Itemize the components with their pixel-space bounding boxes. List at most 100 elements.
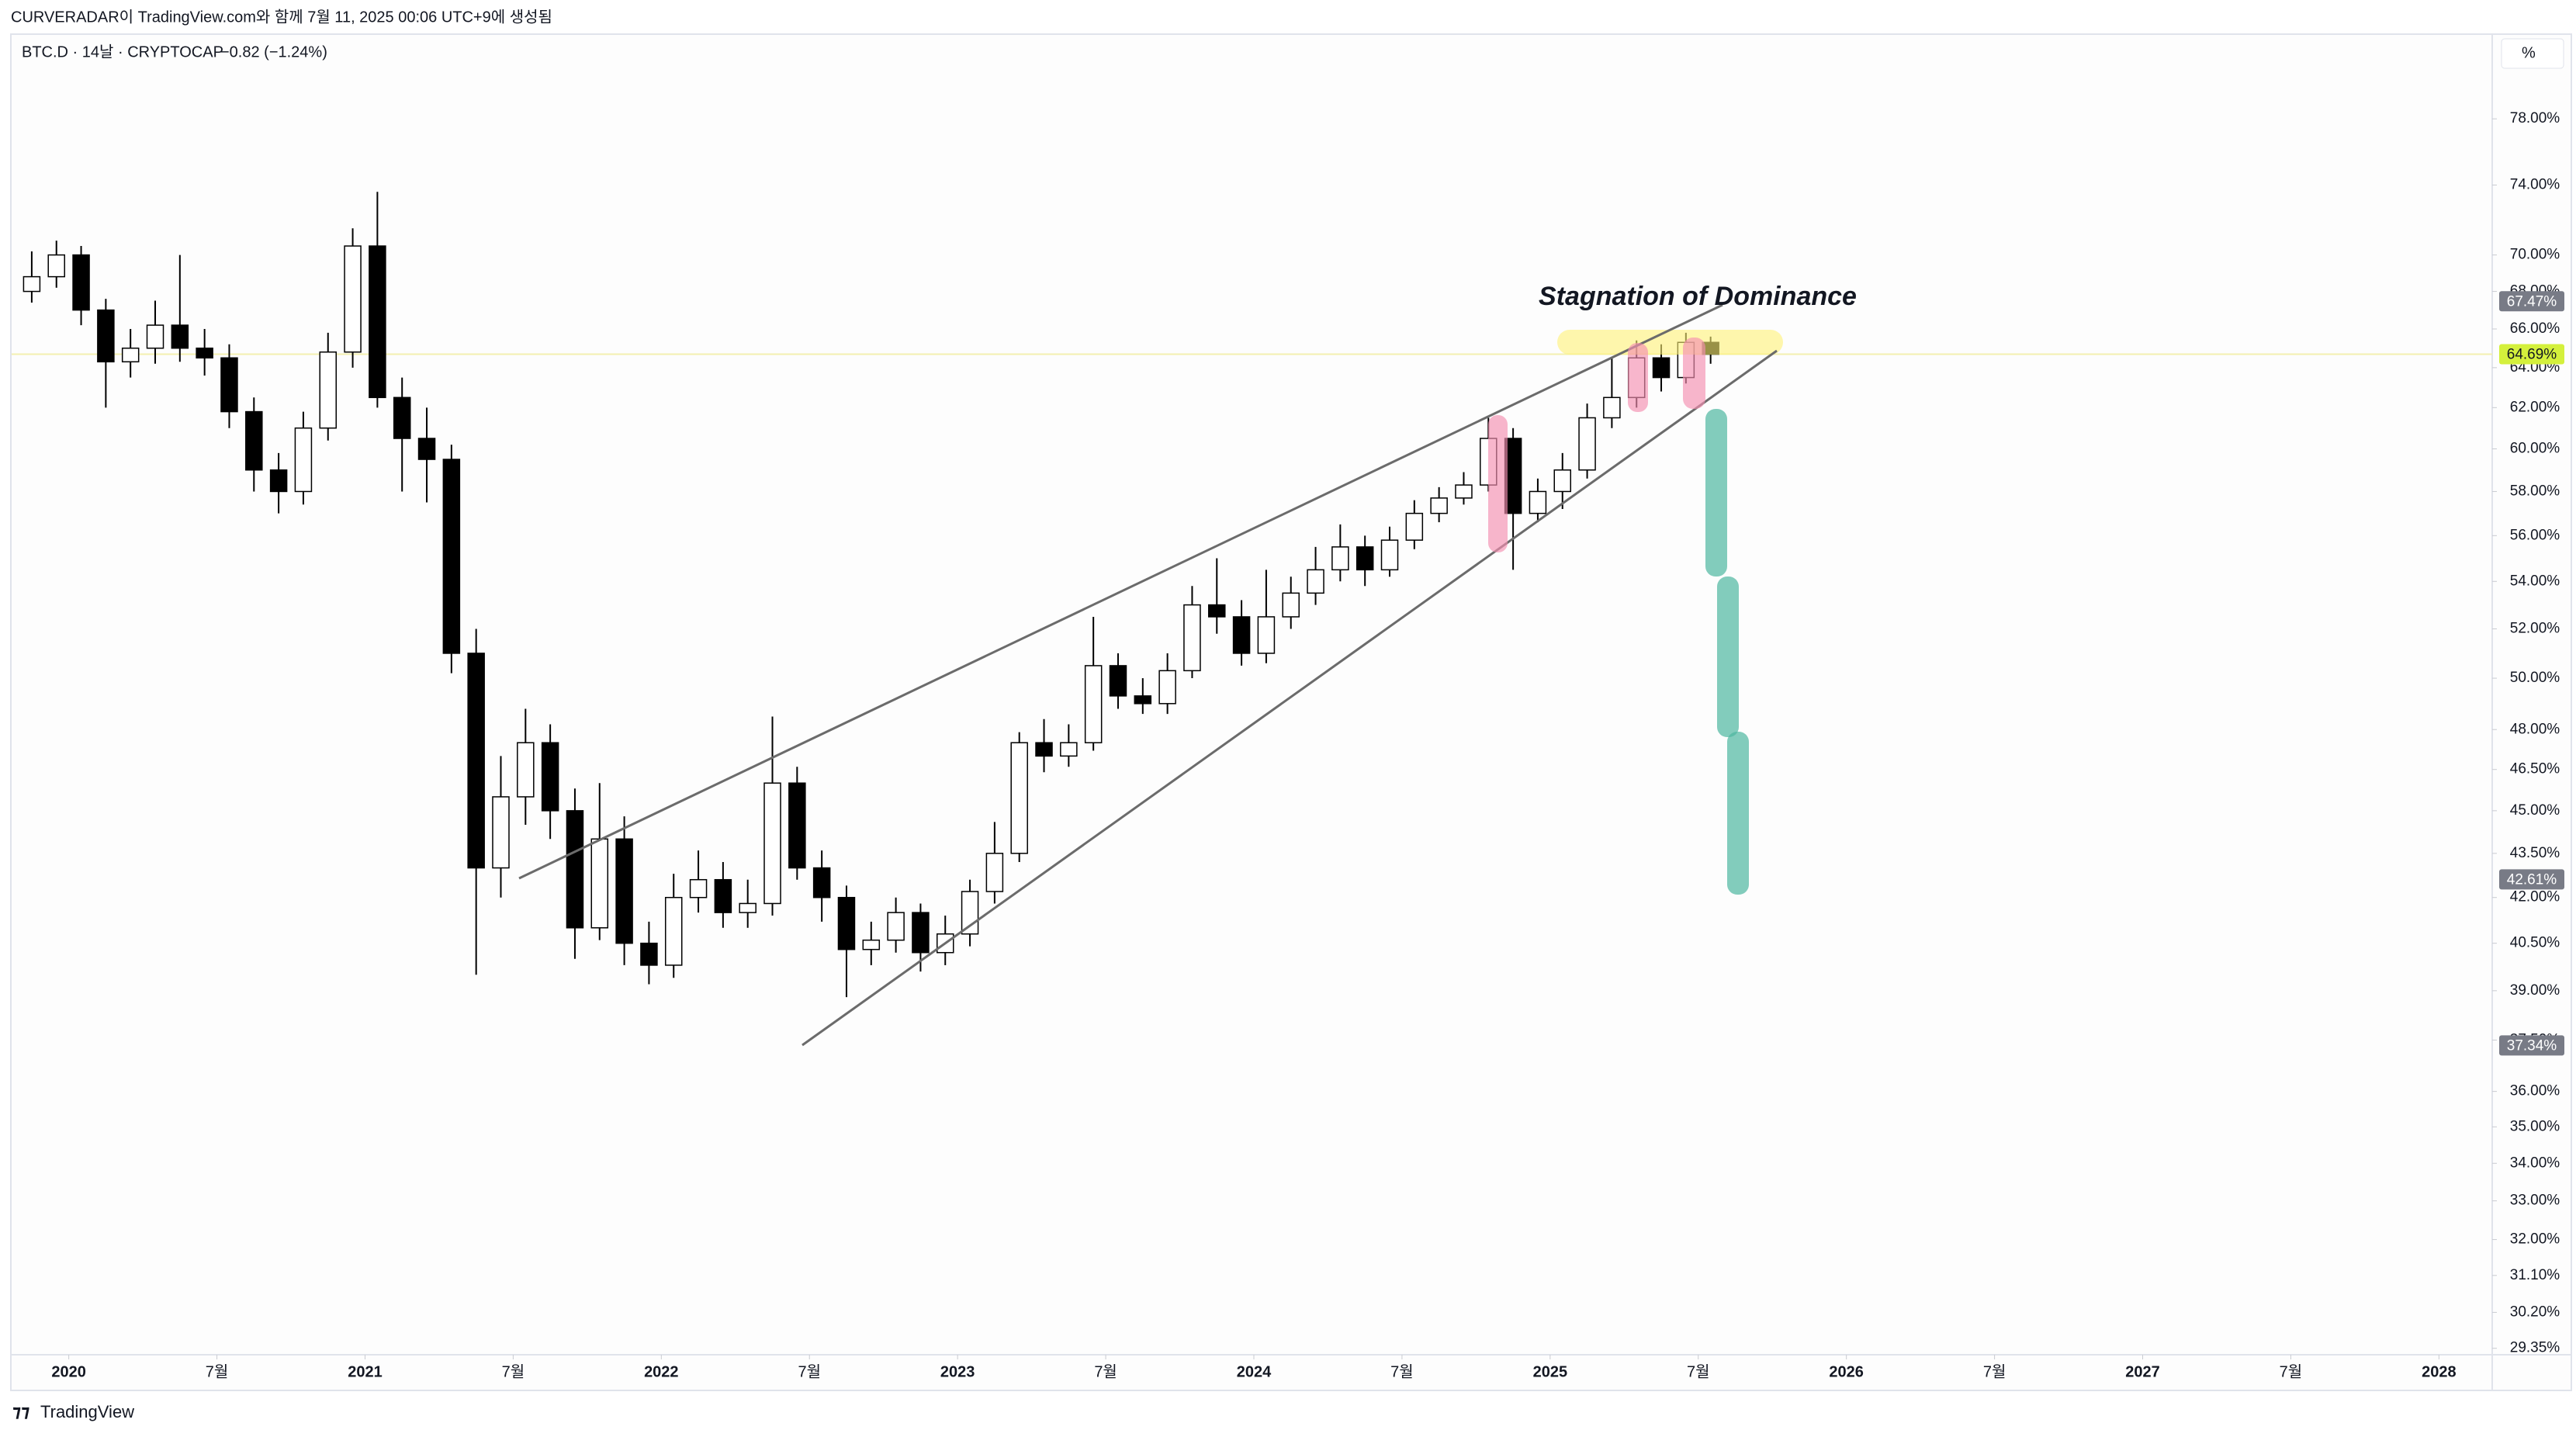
pink-highlight xyxy=(1628,343,1648,412)
x-tick-label: 2025 xyxy=(1533,1363,1568,1380)
candle-body xyxy=(146,324,164,349)
candle-body xyxy=(393,396,411,439)
candle-body xyxy=(1430,497,1448,514)
highlight-range xyxy=(1557,330,1783,355)
candle-body xyxy=(442,459,461,654)
candle-body xyxy=(985,853,1004,892)
candle-body xyxy=(1232,616,1251,654)
y-tick-label: 52.00% xyxy=(2510,620,2560,636)
candle-body xyxy=(344,245,362,353)
y-tick-label: 35.00% xyxy=(2510,1118,2560,1134)
trend-line-upper xyxy=(518,303,1723,880)
candle-body xyxy=(689,878,708,899)
projection-leg xyxy=(1705,409,1727,577)
y-tick-label: 60.00% xyxy=(2510,441,2560,457)
price-badge xyxy=(2499,1035,2564,1056)
candle-body xyxy=(1652,357,1671,379)
x-tick-label: 7월 xyxy=(1094,1362,1117,1380)
candle-body xyxy=(640,942,658,966)
candle-body xyxy=(1553,469,1572,493)
candle-body xyxy=(1109,665,1127,697)
candle-body xyxy=(590,838,609,929)
footer-logo: ⁊⁊ TradingView xyxy=(12,1401,134,1421)
candle-body xyxy=(72,254,90,311)
pink-highlight xyxy=(1683,338,1705,409)
y-tick-label: 48.00% xyxy=(2510,721,2560,737)
y-tick-label: 40.50% xyxy=(2510,935,2560,951)
y-tick-label: 42.00% xyxy=(2510,889,2560,905)
candle-body xyxy=(220,357,238,413)
y-tick-label: 39.00% xyxy=(2510,982,2560,999)
chart-frame xyxy=(10,33,2572,1391)
candle-body xyxy=(1134,695,1152,705)
y-tick-label: 36.00% xyxy=(2510,1083,2560,1099)
y-tick-label: 54.00% xyxy=(2510,573,2560,589)
candle-body xyxy=(615,838,633,944)
candle-body xyxy=(417,438,436,460)
candle-body xyxy=(887,912,905,941)
price-change: −0.82 (−1.24%) xyxy=(220,43,327,61)
candle-body xyxy=(1578,417,1596,471)
x-tick-label: 7월 xyxy=(1983,1362,2006,1380)
candle-body xyxy=(47,254,65,278)
candle-body xyxy=(739,902,757,913)
trend-line-lower xyxy=(802,349,1778,1047)
price-badge xyxy=(2499,291,2564,312)
y-tick-label: 56.00% xyxy=(2510,527,2560,543)
candle-body xyxy=(369,245,386,399)
y-tick-label: 33.00% xyxy=(2510,1193,2560,1209)
candle-body xyxy=(319,351,338,429)
drawings: Stagnation of Dominance xyxy=(518,282,1857,1047)
candle-body xyxy=(1356,546,1374,571)
candle-body xyxy=(196,347,213,358)
scale-button-label[interactable]: % xyxy=(2522,44,2536,61)
scale-button[interactable] xyxy=(2501,38,2564,69)
y-tick-label: 66.00% xyxy=(2510,320,2560,337)
brand: TradingView xyxy=(40,1402,134,1421)
candle-body xyxy=(1405,512,1424,541)
x-tick-label: 2022 xyxy=(644,1363,679,1380)
x-tick-label: 7월 xyxy=(1390,1362,1414,1380)
candle-body xyxy=(714,878,732,913)
candle-body xyxy=(1282,592,1300,618)
x-tick-label: 2027 xyxy=(2125,1363,2160,1380)
y-tick-label: 31.10% xyxy=(2510,1267,2560,1283)
candle-body xyxy=(1010,742,1028,854)
candle-body xyxy=(837,896,856,950)
y-tick-label: 29.35% xyxy=(2510,1340,2560,1356)
candle-body xyxy=(1035,742,1053,757)
candle-body xyxy=(763,782,781,905)
candle-body xyxy=(1257,616,1276,654)
y-tick-label: 45.00% xyxy=(2510,802,2560,819)
candle-body xyxy=(1331,546,1349,571)
candle-body xyxy=(1158,670,1176,705)
annotation: Stagnation of Dominance xyxy=(1539,282,1857,311)
candle-body xyxy=(171,324,189,349)
candle-body xyxy=(1455,484,1473,499)
x-tick-label: 7월 xyxy=(502,1362,525,1380)
candle-body xyxy=(1380,539,1399,571)
price-badge-label: 64.69% xyxy=(2507,346,2557,362)
candle-body xyxy=(1183,604,1201,672)
y-tick-label: 62.00% xyxy=(2510,399,2560,415)
candle-body xyxy=(294,427,313,493)
candle-body xyxy=(961,891,979,935)
y-tick-label: 32.00% xyxy=(2510,1231,2560,1248)
y-tick-label: 30.20% xyxy=(2510,1304,2560,1320)
candle-body xyxy=(121,347,140,363)
candle-body xyxy=(788,782,806,869)
x-tick-label: 2026 xyxy=(1829,1363,1864,1380)
projection-leg xyxy=(1727,732,1749,895)
candle-body xyxy=(1307,569,1324,594)
candle-body xyxy=(467,653,485,869)
y-tick-label: 50.00% xyxy=(2510,670,2560,686)
price-badge xyxy=(2499,869,2564,890)
y-tick-label: 43.50% xyxy=(2510,845,2560,861)
x-tick-label: 2024 xyxy=(1237,1363,1272,1380)
candle-body xyxy=(566,810,584,929)
candle-body xyxy=(1208,604,1226,618)
x-tick-label: 2028 xyxy=(2422,1363,2457,1380)
candle-body xyxy=(1084,665,1103,743)
candle-body xyxy=(97,309,115,363)
